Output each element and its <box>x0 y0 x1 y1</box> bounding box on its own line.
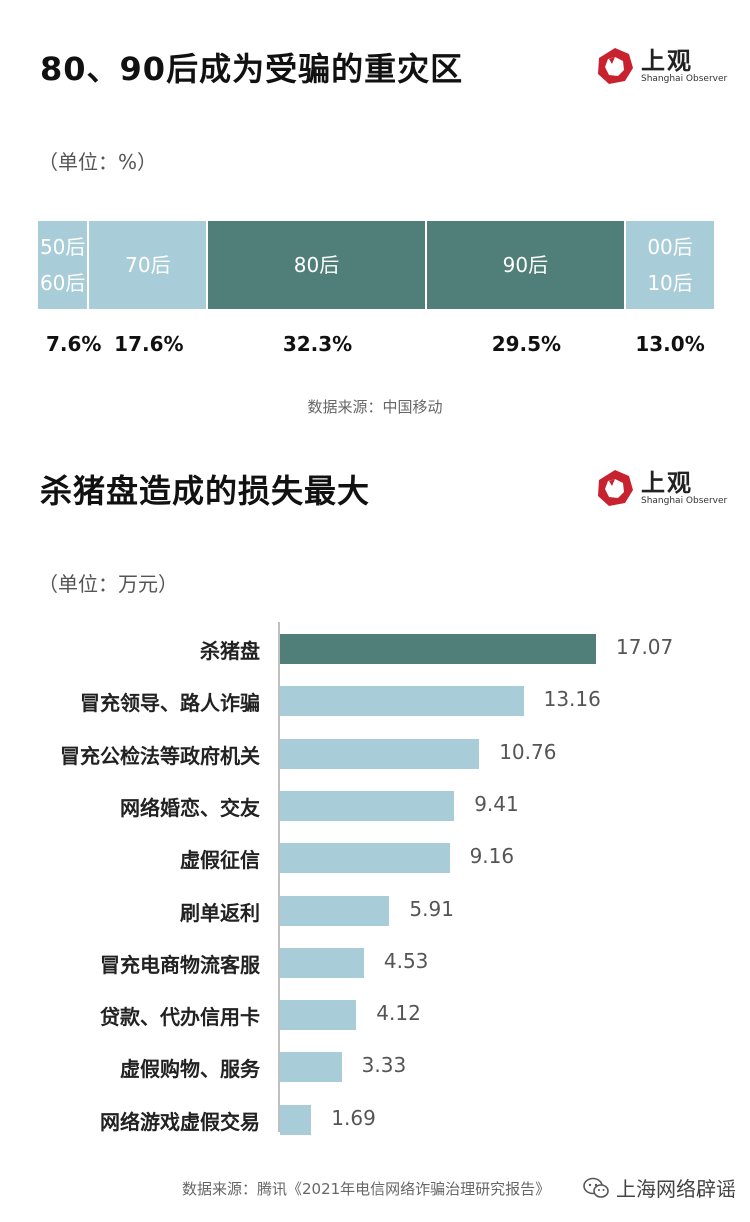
chart2-category-label: 虚假购物、服务 <box>120 1057 260 1082</box>
chart1-value-label: 13.0% <box>635 332 705 356</box>
chart2-source: 数据来源：腾讯《2021年电信网络诈骗治理研究报告》 <box>182 1180 551 1198</box>
chart2-category-label: 刷单返利 <box>180 900 260 925</box>
chart1-source: 数据来源：中国移动 <box>307 398 443 416</box>
chart2-axis-line <box>278 622 280 1132</box>
chart2-category-label: 冒充电商物流客服 <box>100 952 260 977</box>
chart1-value-label: 7.6% <box>45 332 102 356</box>
chart2-value-label: 4.12 <box>376 1001 421 1026</box>
chart2-category-label: 杀猪盘 <box>200 639 260 663</box>
chart2-title: 杀猪盘造成的损失最大 <box>40 472 371 510</box>
chart1-segment-label: 00后 10后 <box>647 235 693 295</box>
shanghai-observer-logo-icon <box>598 470 633 506</box>
watermark-text: 上海网络辟谣 <box>616 1177 736 1201</box>
chart2-category-label: 贷款、代办信用卡 <box>100 1005 260 1030</box>
logo-name-en: Shanghai Observer <box>641 73 728 84</box>
watermark: 上海网络辟谣 <box>582 1173 736 1202</box>
chart2-value-label: 10.76 <box>499 739 557 764</box>
chart2-category-label: 网络婚恋、交友 <box>120 795 260 820</box>
logo-bottom: 上观 Shanghai Observer <box>595 468 727 508</box>
chart1-value-labels: 7.6% 17.6% 32.3% 29.5% 13.0% <box>0 332 750 362</box>
chart2-category-label: 网络游戏虚假交易 <box>100 1109 260 1134</box>
chart1-title: 80、90后成为受骗的重灾区 <box>40 50 464 88</box>
chart1-segment-3: 90后 <box>426 221 625 309</box>
chart2-category-label: 冒充领导、路人诈骗 <box>80 691 260 716</box>
chart1-segment-label: 80后 <box>293 253 340 277</box>
chart2-bar <box>280 895 390 926</box>
chart1-segment-4: 00后 10后 <box>626 221 714 309</box>
wechat-icon <box>583 1177 609 1198</box>
chart2-value-label: 4.53 <box>383 948 429 973</box>
chart1-segment-label: 90后 <box>502 253 549 277</box>
chart1-segment-1: 70后 <box>89 221 207 309</box>
chart1-segment-0: 50后 60后 <box>38 221 88 309</box>
chart1-value-label: 29.5% <box>491 332 562 356</box>
logo-name-cn: 上观 <box>641 46 693 75</box>
chart1-segment-label: 50后 60后 <box>39 235 86 295</box>
chart2-value-label: 17.07 <box>616 635 674 659</box>
chart2-value-label: 3.33 <box>361 1053 407 1078</box>
logo-top: 上观 Shanghai Observer <box>595 46 727 86</box>
logo-name-en: Shanghai Observer <box>641 495 728 506</box>
chart2-category-label: 虚假征信 <box>180 848 260 873</box>
chart2-bar <box>280 1052 342 1083</box>
chart2-value-label: 13.16 <box>543 687 601 712</box>
chart2-bar <box>280 686 524 717</box>
chart1-segment-label: 70后 <box>125 253 171 277</box>
chart1-value-label: 32.3% <box>282 332 353 356</box>
chart2-value-label: 9.16 <box>469 844 515 869</box>
chart2-bar <box>280 843 450 874</box>
shanghai-observer-logo-icon <box>598 48 633 84</box>
chart1-segment-2: 80后 <box>208 221 425 309</box>
chart1-unit: （单位：%） <box>38 150 158 174</box>
chart2-value-label: 9.41 <box>474 791 519 816</box>
chart2-bar <box>280 790 455 821</box>
chart1-value-label: 17.6% <box>114 332 184 356</box>
chart1-stacked-bar: 50后 60后 70后 80后 90后 00后 10后 <box>38 221 714 309</box>
chart2-bar <box>280 947 364 978</box>
chart2-bar <box>280 738 480 769</box>
chart2-bar <box>280 634 596 664</box>
chart2-bar <box>280 1104 312 1135</box>
chart2-value-label: 5.91 <box>409 896 454 921</box>
chart2-unit: （单位：万元） <box>38 572 178 596</box>
logo-name-cn: 上观 <box>641 468 693 497</box>
chart2-value-label: 1.69 <box>331 1105 376 1130</box>
chart2-category-label: 冒充公检法等政府机关 <box>60 743 260 768</box>
chart2-bar <box>280 1000 357 1031</box>
